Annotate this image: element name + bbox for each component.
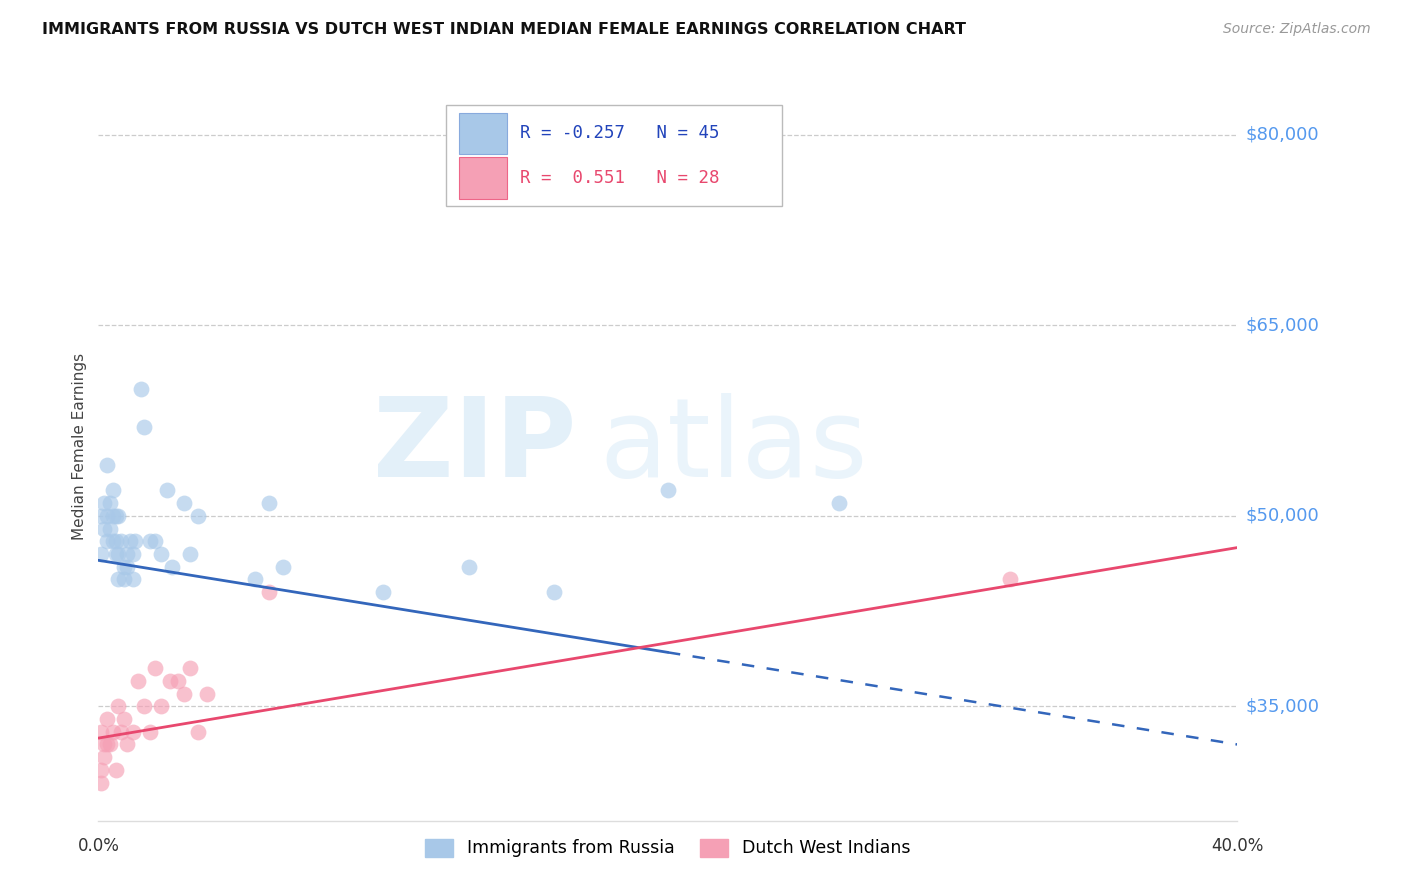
Point: [104, 547, 127, 561]
Point: [259, 585, 281, 599]
Y-axis label: Median Female Earnings: Median Female Earnings: [72, 352, 87, 540]
Legend: Immigrants from Russia, Dutch West Indians: Immigrants from Russia, Dutch West India…: [418, 831, 918, 864]
Point: [273, 559, 295, 574]
Point: [124, 534, 146, 549]
Point: [145, 661, 167, 675]
Point: [259, 496, 281, 510]
Point: [243, 572, 266, 586]
Point: [115, 547, 138, 561]
Point: [93, 522, 115, 536]
Text: atlas: atlas: [599, 392, 868, 500]
Point: [121, 572, 143, 586]
Point: [150, 699, 173, 714]
Point: [90, 775, 112, 789]
Point: [96, 508, 118, 523]
Text: $80,000: $80,000: [1246, 126, 1319, 144]
Point: [101, 483, 124, 498]
Point: [90, 763, 112, 777]
Point: [145, 534, 167, 549]
Point: [96, 712, 118, 726]
Point: [173, 496, 195, 510]
Text: ZIP: ZIP: [374, 392, 576, 500]
Point: [179, 661, 201, 675]
Point: [101, 508, 124, 523]
Point: [98, 496, 121, 510]
Point: [195, 687, 218, 701]
Point: [543, 585, 565, 599]
Point: [127, 673, 149, 688]
Text: Source: ZipAtlas.com: Source: ZipAtlas.com: [1223, 22, 1371, 37]
Point: [107, 572, 129, 586]
Bar: [460, 112, 508, 154]
Point: [121, 547, 143, 561]
Point: [90, 547, 112, 561]
Point: [110, 724, 132, 739]
Point: [112, 559, 135, 574]
Point: [98, 522, 121, 536]
Point: [167, 673, 190, 688]
Point: [179, 547, 201, 561]
Point: [104, 763, 127, 777]
Point: [104, 508, 127, 523]
Point: [132, 699, 155, 714]
Point: [104, 534, 127, 549]
Text: $35,000: $35,000: [1246, 698, 1320, 715]
Point: [138, 724, 160, 739]
Point: [998, 572, 1021, 586]
Point: [93, 750, 115, 764]
Point: [121, 724, 143, 739]
Point: [657, 483, 679, 498]
Point: [159, 673, 181, 688]
Point: [107, 547, 129, 561]
Point: [93, 496, 115, 510]
Point: [187, 724, 209, 739]
Point: [112, 712, 135, 726]
Text: IMMIGRANTS FROM RUSSIA VS DUTCH WEST INDIAN MEDIAN FEMALE EARNINGS CORRELATION C: IMMIGRANTS FROM RUSSIA VS DUTCH WEST IND…: [42, 22, 966, 37]
Point: [90, 724, 112, 739]
Point: [150, 547, 173, 561]
FancyBboxPatch shape: [446, 105, 782, 206]
Point: [132, 420, 155, 434]
Text: R = -0.257   N = 45: R = -0.257 N = 45: [520, 124, 720, 143]
Text: R =  0.551   N = 28: R = 0.551 N = 28: [520, 169, 720, 187]
Bar: [460, 157, 508, 199]
Point: [187, 508, 209, 523]
Point: [115, 559, 138, 574]
Point: [101, 724, 124, 739]
Point: [90, 508, 112, 523]
Point: [129, 382, 152, 396]
Point: [112, 572, 135, 586]
Point: [96, 534, 118, 549]
Point: [107, 508, 129, 523]
Point: [373, 585, 395, 599]
Point: [115, 738, 138, 752]
Point: [98, 738, 121, 752]
Point: [107, 699, 129, 714]
Point: [457, 559, 479, 574]
Point: [93, 738, 115, 752]
Point: [162, 559, 184, 574]
Point: [96, 458, 118, 472]
Point: [138, 534, 160, 549]
Point: [96, 738, 118, 752]
Point: [173, 687, 195, 701]
Text: $65,000: $65,000: [1246, 317, 1320, 334]
Point: [110, 534, 132, 549]
Point: [101, 534, 124, 549]
Point: [118, 534, 141, 549]
Text: $50,000: $50,000: [1246, 507, 1320, 524]
Point: [156, 483, 179, 498]
Point: [828, 496, 851, 510]
